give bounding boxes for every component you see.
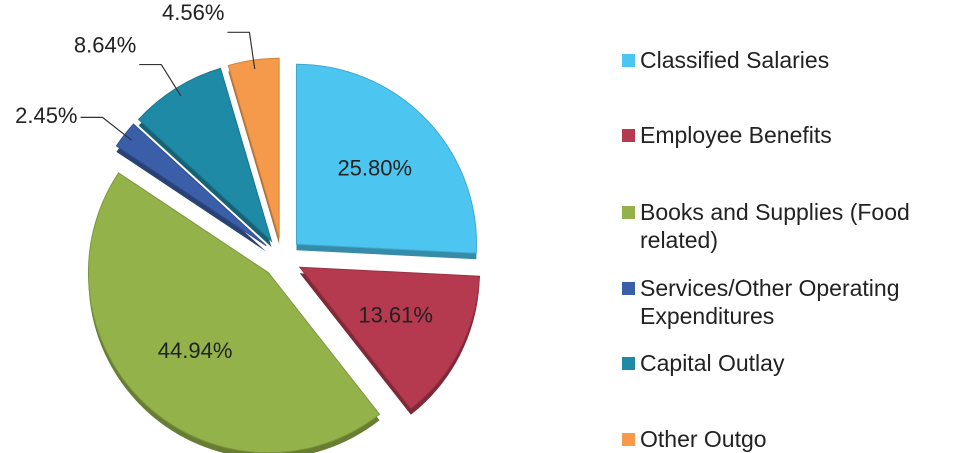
legend-label: Employee Benefits: [640, 122, 832, 148]
legend-swatch: [622, 54, 635, 67]
data-label: 25.80%: [337, 156, 412, 181]
legend-entry: Books and Supplies (Food related): [622, 198, 952, 254]
legend-entry: Capital Outlay: [622, 349, 952, 377]
legend-label: Services/Other Operating Expenditures: [640, 275, 900, 329]
data-label: 8.64%: [74, 32, 136, 57]
legend-swatch: [622, 129, 635, 142]
legend-swatch: [622, 433, 635, 446]
legend-entry: Classified Salaries: [622, 46, 952, 74]
pie-chart: 25.80% 13.61% 44.94% 2.45% 8.64% 4.56%: [15, 0, 481, 453]
legend-entry: Other Outgo: [622, 425, 952, 453]
slice: [295, 63, 477, 254]
legend-entry: Employee Benefits: [622, 121, 952, 149]
data-label: 4.56%: [162, 0, 224, 25]
slice: [298, 266, 481, 410]
legend-entry: Services/Other Operating Expenditures: [622, 274, 952, 330]
leader-line: [139, 63, 182, 97]
slice: [87, 172, 381, 453]
legend-swatch: [622, 282, 635, 295]
data-label: 2.45%: [15, 103, 77, 128]
leader-line: [80, 116, 133, 141]
leader-line: [227, 31, 256, 70]
legend-swatch: [622, 206, 635, 219]
legend-label: Capital Outlay: [640, 350, 785, 376]
legend-swatch: [622, 357, 635, 370]
legend-label: Other Outgo: [640, 426, 767, 452]
legend-label: Classified Salaries: [640, 47, 830, 73]
legend-label: Books and Supplies (Food related): [640, 199, 910, 253]
data-label: 13.61%: [358, 303, 433, 328]
data-label: 44.94%: [158, 338, 233, 363]
